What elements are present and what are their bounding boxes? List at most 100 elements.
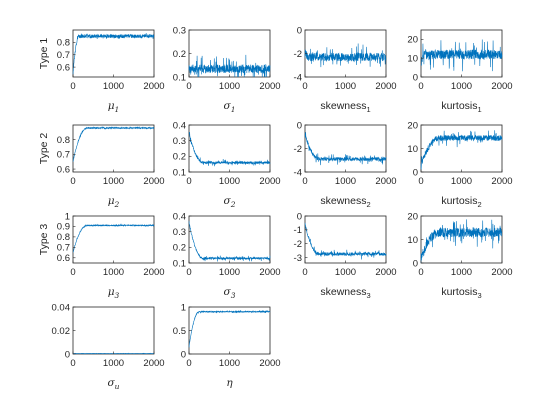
y-tick-label: 0.3	[173, 136, 186, 147]
x-axis-label-mu_1: μ1	[108, 100, 120, 114]
y-tick-label: 0.7	[57, 50, 70, 61]
y-tick-label: 0.6	[57, 62, 70, 73]
x-tick-label: 1000	[335, 176, 356, 187]
y-tick-label: 0.8	[57, 38, 70, 49]
x-tick-label: 0	[302, 176, 307, 187]
y-tick-label: -1	[294, 225, 302, 236]
subplot-mu_3: 0 1000 2000 10.90.80.70.6 μ3 Type 3	[38, 211, 165, 300]
x-tick-label: 1000	[335, 267, 356, 278]
trace-line-sigma_3	[188, 221, 271, 262]
x-axis-label-kurtosis_3: kurtosis3	[441, 286, 481, 300]
y-tick-label: 0.5	[173, 326, 186, 337]
axes-box-mu_2	[72, 124, 155, 173]
subplot-sigma_u: 0 1000 2000 0.04 0.02 0 σu	[52, 302, 165, 391]
y-tick-label: 20	[407, 120, 418, 131]
y-tick-label: 10	[407, 54, 418, 65]
x-tick-label: 1000	[103, 358, 124, 369]
x-tick-label: 2000	[259, 267, 280, 278]
trace-line-sigma_2	[188, 132, 271, 167]
x-tick-label: 0	[70, 267, 75, 278]
x-tick-label: 2000	[143, 176, 164, 187]
x-tick-label: 2000	[491, 267, 512, 278]
subplot-sigma_3: 0 1000 2000 0.4 0.3 0.2 0.1 σ3	[173, 211, 281, 300]
x-tick-label: 2000	[375, 267, 396, 278]
x-tick-label: 0	[418, 81, 423, 92]
x-tick-label: 0	[70, 176, 75, 187]
x-tick-label: 1000	[219, 267, 240, 278]
y-tick-label: 0.3	[173, 227, 186, 238]
x-axis-label-sigma_3: σ3	[224, 286, 236, 300]
trace-line-kurtosis_1	[420, 39, 503, 72]
x-tick-label: 0	[186, 358, 191, 369]
trace-line-eta	[188, 310, 271, 348]
y-tick-label: 0	[297, 120, 302, 131]
y-tick-label: 0	[413, 258, 418, 269]
y-tick-label: 0.4	[173, 120, 186, 131]
x-tick-label: 0	[302, 81, 307, 92]
x-tick-label: 2000	[259, 81, 280, 92]
axes-box-mu_3	[72, 215, 155, 264]
y-tick-label: 0.3	[173, 25, 186, 36]
y-tick-label: 0.04	[52, 302, 71, 313]
x-tick-label: 0	[418, 267, 423, 278]
y-tick-label: 0.9	[57, 222, 70, 233]
y-tick-label: 0.8	[57, 135, 70, 146]
y-tick-label: -3	[294, 253, 302, 264]
x-tick-label: 2000	[143, 267, 164, 278]
axes-box-mu_1	[72, 29, 155, 78]
y-tick-label: -2	[294, 144, 302, 155]
row-label: Type 3	[38, 224, 50, 256]
x-axis-label-mu_2: μ2	[108, 195, 120, 209]
trace-line-mu_1	[72, 33, 155, 75]
x-tick-label: 2000	[143, 358, 164, 369]
y-tick-label: 0.8	[57, 232, 70, 243]
y-tick-label: 0	[297, 211, 302, 222]
x-tick-label: 2000	[491, 81, 512, 92]
trace-line-skewness_1	[304, 43, 387, 68]
subplot-sigma_1: 0 1000 2000 0.3 0.2 0.1 σ1	[173, 25, 281, 114]
trace-line-skewness_3	[304, 222, 387, 260]
axes-box-skewness_2	[304, 124, 387, 173]
x-axis-label-kurtosis_2: kurtosis2	[441, 195, 481, 209]
subplot-skewness_1: 0 1000 2000 0 -2 -4 skewness1	[294, 25, 397, 114]
axes-box-eta	[188, 306, 271, 355]
y-tick-label: -2	[294, 239, 302, 250]
y-tick-label: -2	[294, 49, 302, 60]
x-axis-label-mu_3: μ3	[108, 286, 120, 300]
y-tick-label: 10	[407, 144, 418, 155]
x-tick-label: 1000	[219, 358, 240, 369]
x-tick-label: 1000	[103, 176, 124, 187]
x-axis-label-skewness_2: skewness2	[320, 195, 370, 209]
x-tick-label: 0	[302, 267, 307, 278]
x-tick-label: 0	[418, 176, 423, 187]
x-axis-label-skewness_3: skewness3	[320, 286, 370, 300]
axes-box-kurtosis_2	[420, 124, 503, 173]
y-tick-label: 1	[65, 211, 70, 222]
y-tick-label: 0	[413, 167, 418, 178]
x-tick-label: 2000	[375, 81, 396, 92]
x-axis-label-kurtosis_1: kurtosis1	[441, 100, 481, 114]
y-tick-label: 0.1	[173, 167, 186, 178]
x-axis-label-sigma_1: σ1	[224, 100, 236, 114]
x-tick-label: 2000	[375, 176, 396, 187]
subplot-mu_2: 0 1000 2000 0.8 0.7 0.6 μ2 Type 2	[38, 124, 165, 209]
y-tick-label: 0.7	[57, 150, 70, 161]
subplot-kurtosis_3: 0 1000 2000 20 10 0 kurtosis3	[407, 211, 512, 300]
x-tick-label: 2000	[259, 358, 280, 369]
y-tick-label: 0	[65, 349, 70, 360]
x-axis-label-skewness_1: skewness1	[320, 100, 370, 114]
y-tick-label: 1	[181, 302, 186, 313]
y-tick-label: 20	[407, 211, 418, 222]
x-tick-label: 1000	[103, 81, 124, 92]
subplot-mu_1: 0 1000 2000 0.80.70.6 μ1 Type 1	[38, 29, 165, 114]
y-tick-label: 0.6	[57, 164, 70, 175]
y-tick-label: 0.1	[173, 72, 186, 83]
x-tick-label: 2000	[143, 81, 164, 92]
trace-line-kurtosis_2	[420, 130, 503, 170]
axes-box-sigma_2	[188, 124, 271, 173]
x-tick-label: 1000	[451, 267, 472, 278]
subplot-sigma_2: 0 1000 2000 0.4 0.3 0.2 0.1 σ2	[173, 120, 281, 209]
trace-line-mu_2	[72, 126, 155, 162]
y-tick-label: 0	[297, 25, 302, 36]
